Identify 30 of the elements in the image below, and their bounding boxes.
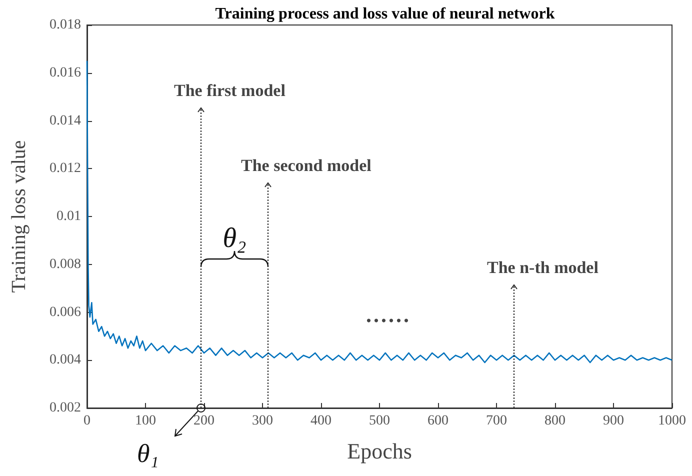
x-tick-label: 600 xyxy=(428,414,448,428)
y-tick-label: 0.006 xyxy=(50,304,81,320)
annotation: The first model xyxy=(174,81,286,100)
x-tick-label: 1000 xyxy=(658,414,686,428)
text: θ₁ xyxy=(137,439,159,468)
x-tick-label: 500 xyxy=(369,414,390,428)
y-tick-label: 0.016 xyxy=(50,65,81,80)
annotation: The n-th model xyxy=(487,258,599,277)
y-tick-label: 0.01 xyxy=(56,209,81,224)
y-tick-label: 0.002 xyxy=(50,400,81,416)
y-axis-title: Training loss value xyxy=(8,140,30,293)
y-tick-label: 0.018 xyxy=(50,18,81,32)
line-series xyxy=(86,60,673,364)
annotation: The second model xyxy=(241,156,372,175)
x-axis-title: Epochs xyxy=(347,438,412,464)
y-tick-label: 0.012 xyxy=(50,161,81,176)
y-tick-label: 0.014 xyxy=(50,113,81,128)
x-tick-label: 700 xyxy=(486,414,507,428)
annotation: θ₂ xyxy=(222,223,247,254)
annotation: ...... xyxy=(366,302,411,327)
y-tick-label: 0.008 xyxy=(50,256,81,272)
x-tick-label: 800 xyxy=(544,414,566,428)
x-tick-label: 200 xyxy=(194,414,214,428)
x-tick-label: 400 xyxy=(310,414,332,428)
x-tick-label: 300 xyxy=(252,414,273,428)
x-tick-label: 100 xyxy=(135,414,156,428)
x-tick-label: 0 xyxy=(84,414,90,428)
y-tick-label: 0.004 xyxy=(50,352,81,368)
chart-title: Training process and loss value of neural network xyxy=(215,6,555,22)
x-tick-label: 900 xyxy=(603,414,624,428)
